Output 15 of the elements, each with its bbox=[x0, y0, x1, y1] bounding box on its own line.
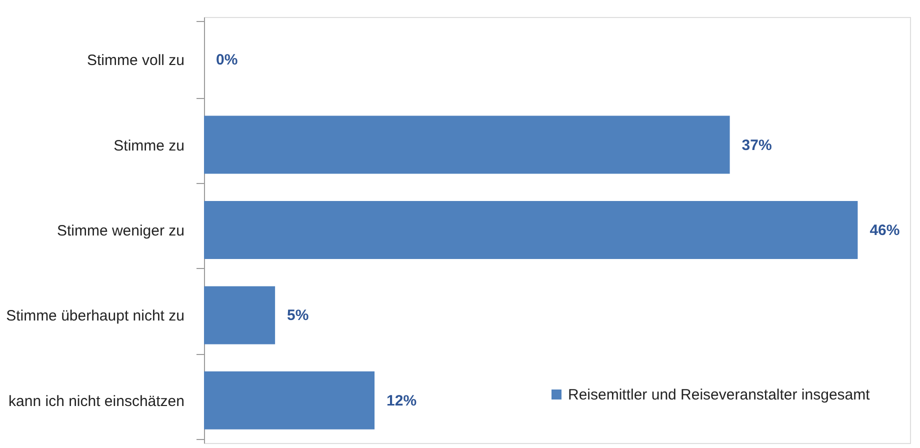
bar bbox=[204, 116, 730, 174]
y-tick-label: Stimme überhaupt nicht zu bbox=[6, 308, 184, 325]
y-tick-label: Stimme voll zu bbox=[86, 52, 184, 70]
bar bbox=[204, 286, 276, 344]
bar bbox=[204, 201, 858, 259]
data-label: 12% bbox=[386, 392, 417, 410]
y-tick-label: kann ich nicht einschätzen bbox=[8, 392, 184, 410]
y-tick-label: Stimme zu bbox=[114, 137, 184, 154]
y-tick-label: Stimme weniger zu bbox=[56, 222, 184, 240]
data-label: 0% bbox=[216, 52, 238, 69]
legend-label: Reisemittler und Reiseveranstalter insgesamt bbox=[568, 386, 871, 404]
bar bbox=[204, 371, 375, 430]
data-label: 37% bbox=[742, 136, 772, 154]
data-label: 5% bbox=[287, 307, 309, 324]
data-label: 46% bbox=[870, 222, 900, 239]
